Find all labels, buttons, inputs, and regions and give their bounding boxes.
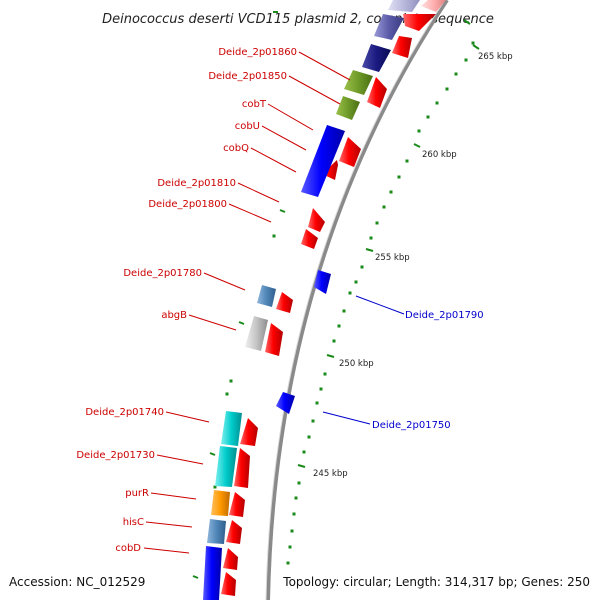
- cds-forward-2: [392, 36, 412, 58]
- cds-forward-6: [308, 208, 325, 232]
- gene-steel-hisC: [207, 519, 226, 544]
- tick-marks: [192, 11, 480, 579]
- summary-text: Topology: circular; Length: 314,317 bp; …: [282, 575, 590, 589]
- backbone-highlight: [265, 0, 446, 600]
- cds-forward-14: [223, 548, 238, 570]
- gene-label-cobT: cobT: [242, 99, 267, 110]
- gene-slate: [374, 14, 404, 40]
- gene-gray-abgB: [245, 316, 268, 351]
- gene-label-hisC: hisC: [123, 517, 144, 528]
- gene-label-Deide_2p01810: Deide_2p01810: [157, 178, 236, 189]
- gene-blue-cobD: [203, 546, 222, 600]
- tick-label-265: 265 kbp: [478, 52, 513, 62]
- gene-label-cobD: cobD: [115, 543, 141, 554]
- gene-label-Deide_2p01740: Deide_2p01740: [85, 407, 164, 418]
- gene-cyan-2: [215, 446, 237, 487]
- gene-label-cobQ: cobQ: [223, 143, 249, 154]
- cds-forward-13: [226, 520, 242, 544]
- gene-steel-1: [257, 285, 276, 307]
- gene-label-Deide_2p01730: Deide_2p01730: [76, 450, 155, 461]
- accession-text: Accession: NC_012529: [9, 575, 145, 589]
- gene-label-Deide_2p01790: Deide_2p01790: [405, 310, 484, 321]
- gene-navy: [362, 44, 391, 72]
- gene-label-Deide_2p01800: Deide_2p01800: [148, 199, 227, 210]
- gene-label-abgB: abgB: [161, 310, 187, 321]
- cds-forward-8: [276, 292, 293, 313]
- tick-label-260: 260 kbp: [422, 150, 457, 160]
- cds-forward-1: [403, 14, 436, 31]
- gene-blue-cob: [301, 125, 345, 197]
- cds-forward-3: [367, 77, 387, 108]
- cds-forward-11: [234, 448, 250, 488]
- forward-cds-track: [221, 0, 446, 596]
- colored-gene-track: [203, 0, 420, 600]
- leader-lines-right: [322, 295, 405, 425]
- gene-label-Deide_2p01750: Deide_2p01750: [372, 420, 451, 431]
- gene-label-Deide_2p01860: Deide_2p01860: [218, 47, 297, 58]
- tick-labels: 265 kbp 260 kbp 255 kbp 250 kbp 245 kbp: [313, 52, 513, 479]
- cds-forward-top-faded: [421, 0, 446, 12]
- gene-label-purR: purR: [125, 488, 149, 499]
- cds-forward-7: [301, 229, 318, 249]
- cds-forward-10: [240, 418, 258, 446]
- gene-labels-left: Deide_2p01860 Deide_2p01850 cobT cobU co…: [76, 47, 297, 554]
- gene-lilac-top: [388, 0, 420, 12]
- cds-forward-12: [229, 492, 245, 517]
- cds-reverse-1: [314, 270, 331, 294]
- reverse-cds-track: [276, 270, 331, 414]
- gene-labels-right: Deide_2p01790 Deide_2p01750: [372, 310, 484, 431]
- gene-orange-purR: [211, 490, 230, 516]
- cds-forward-15: [221, 572, 236, 596]
- tick-label-245: 245 kbp: [313, 469, 348, 479]
- tick-label-250: 250 kbp: [339, 359, 374, 369]
- gene-olive-2: [336, 96, 360, 120]
- cds-forward-9: [265, 323, 283, 356]
- cds-reverse-2: [276, 392, 295, 414]
- tick-label-255: 255 kbp: [375, 253, 410, 263]
- leader-lines-left: [143, 51, 351, 554]
- gene-label-Deide_2p01850: Deide_2p01850: [208, 71, 287, 82]
- gene-olive-1: [344, 70, 373, 95]
- gene-label-cobU: cobU: [235, 121, 260, 132]
- gene-cyan-1: [221, 411, 242, 446]
- gene-label-Deide_2p01780: Deide_2p01780: [123, 268, 202, 279]
- cds-forward-4: [339, 137, 361, 167]
